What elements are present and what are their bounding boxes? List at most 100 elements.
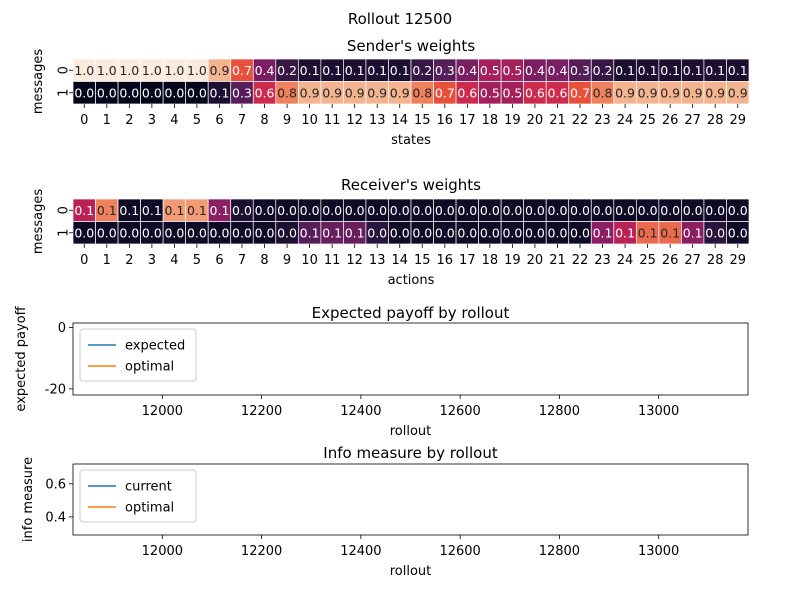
receiver-heatmap-cell-label: 0.1 xyxy=(615,225,635,240)
sender-y-axis-label: messages xyxy=(31,49,46,114)
sender-heatmap-cell-label: 0.0 xyxy=(187,85,207,100)
receiver-x-tick-label: 29 xyxy=(729,253,746,268)
sender-heatmap-cell-label: 0.3 xyxy=(435,63,455,78)
payoff-y-tick-label: -20 xyxy=(45,382,66,397)
receiver-heatmap-cell-label: 0.0 xyxy=(480,203,500,218)
receiver-x-tick-label: 0 xyxy=(80,253,88,268)
payoff-x-tick-label: 13000 xyxy=(638,404,679,419)
sender-heatmap-cell-label: 0.0 xyxy=(119,85,139,100)
receiver-x-axis-label: actions xyxy=(388,273,435,288)
receiver-heatmap-cell-label: 0.0 xyxy=(570,203,590,218)
sender-heatmap-cell-label: 0.9 xyxy=(322,85,342,100)
receiver-heatmap-cell-label: 0.0 xyxy=(705,225,725,240)
sender-heatmap-cell-label: 0.6 xyxy=(525,85,545,100)
sender-x-tick-label: 23 xyxy=(594,113,611,128)
sender-heatmap-cell-label: 0.2 xyxy=(277,63,297,78)
sender-heatmap-cell-label: 1.0 xyxy=(142,63,162,78)
receiver-heatmap-cell-label: 0.0 xyxy=(705,203,725,218)
sender-heatmap-cell-label: 0.9 xyxy=(345,85,365,100)
sender-x-tick-label: 8 xyxy=(260,113,268,128)
receiver-heatmap-cell-label: 0.0 xyxy=(277,225,297,240)
receiver-heatmap-cell-label: 0.0 xyxy=(502,225,522,240)
info-x-tick-label: 12800 xyxy=(539,544,580,559)
receiver-x-tick-label: 7 xyxy=(238,253,246,268)
sender-heatmap-cell-label: 0.8 xyxy=(593,85,613,100)
receiver-x-tick-label: 19 xyxy=(504,253,521,268)
receiver-heatmap-cell-label: 0.1 xyxy=(660,225,680,240)
info-x-tick-label: 12200 xyxy=(241,544,282,559)
receiver-x-tick-label: 17 xyxy=(459,253,476,268)
sender-heatmap-cell-label: 0.9 xyxy=(210,63,230,78)
sender-x-tick-label: 26 xyxy=(662,113,679,128)
sender-x-tick-label: 3 xyxy=(148,113,156,128)
receiver-heatmap-cell-label: 0.1 xyxy=(683,225,703,240)
receiver-x-tick-label: 5 xyxy=(193,253,201,268)
receiver-heatmap-cell-label: 0.0 xyxy=(412,203,432,218)
receiver-x-tick-label: 22 xyxy=(572,253,589,268)
receiver-heatmap-cell-label: 0.0 xyxy=(187,225,207,240)
receiver-heatmap-cell-label: 0.0 xyxy=(232,225,252,240)
receiver-heatmap-cell-label: 0.1 xyxy=(97,203,117,218)
sender-heatmap-cell-label: 0.5 xyxy=(480,85,500,100)
receiver-heatmap-cell-label: 0.0 xyxy=(345,203,365,218)
sender-heatmap-cell-label: 0.9 xyxy=(728,85,748,100)
receiver-x-tick-label: 24 xyxy=(617,253,634,268)
sender-heatmap-cell-label: 1.0 xyxy=(187,63,207,78)
sender-heatmap-cell-label: 0.0 xyxy=(164,85,184,100)
receiver-heatmap-cell-label: 0.0 xyxy=(525,203,545,218)
sender-heatmap-cell-label: 0.6 xyxy=(457,85,477,100)
receiver-heatmap-cell-label: 0.0 xyxy=(97,225,117,240)
sender-heatmap-cell-label: 0.6 xyxy=(255,85,275,100)
receiver-x-tick-label: 14 xyxy=(391,253,408,268)
sender-heatmap-cell-label: 0.1 xyxy=(638,63,658,78)
receiver-heatmap-cell-label: 0.0 xyxy=(435,203,455,218)
info-legend-box xyxy=(79,469,197,523)
payoff-legend-box xyxy=(79,328,197,382)
info-x-tick-label: 12400 xyxy=(340,544,381,559)
receiver-heatmap-cell-label: 0.1 xyxy=(300,225,320,240)
sender-x-tick-label: 21 xyxy=(549,113,566,128)
receiver-heatmap-cell-label: 0.1 xyxy=(638,225,658,240)
payoff-plot-frame xyxy=(72,322,749,396)
receiver-heatmap-cell-label: 0.0 xyxy=(502,203,522,218)
receiver-heatmap-cell-label: 0.0 xyxy=(615,203,635,218)
sender-heatmap-cell-label: 1.0 xyxy=(74,63,94,78)
receiver-x-tick-label: 20 xyxy=(527,253,544,268)
sender-x-tick-label: 2 xyxy=(125,113,133,128)
receiver-x-tick-label: 12 xyxy=(346,253,363,268)
sender-x-tick-label: 11 xyxy=(324,113,341,128)
receiver-heatmap-cell-label: 0.0 xyxy=(277,203,297,218)
sender-x-tick-label: 1 xyxy=(103,113,111,128)
receiver-x-tick-label: 8 xyxy=(260,253,268,268)
sender-heatmap-cell-label: 0.5 xyxy=(480,63,500,78)
sender-heatmap-cell-label: 0.8 xyxy=(412,85,432,100)
sender-heatmap-cell-label: 0.9 xyxy=(683,85,703,100)
sender-heatmap-cell-label: 0.9 xyxy=(367,85,387,100)
sender-heatmap-cell-label: 0.1 xyxy=(660,63,680,78)
sender-x-tick-label: 16 xyxy=(437,113,454,128)
receiver-heatmap-cell-label: 0.0 xyxy=(593,203,613,218)
sender-x-tick-label: 14 xyxy=(391,113,408,128)
sender-heatmap-cell-label: 0.9 xyxy=(638,85,658,100)
payoff-y-axis-label: expected payoff xyxy=(14,305,29,411)
receiver-heatmap-cell-label: 0.0 xyxy=(480,225,500,240)
receiver-heatmap-cell-label: 0.0 xyxy=(390,225,410,240)
sender-heatmap-cell-label: 0.2 xyxy=(412,63,432,78)
receiver-heatmap-cell-label: 0.0 xyxy=(390,203,410,218)
receiver-x-tick-label: 27 xyxy=(684,253,701,268)
payoff-x-tick-label: 12400 xyxy=(340,404,381,419)
receiver-y-axis-label: messages xyxy=(31,189,46,254)
sender-heatmap-cell-label: 0.1 xyxy=(322,63,342,78)
sender-heatmap-cell-label: 0.5 xyxy=(502,85,522,100)
payoff-legend-label: optimal xyxy=(125,360,174,375)
sender-heatmap-cell-label: 0.4 xyxy=(548,63,568,78)
sender-x-tick-label: 7 xyxy=(238,113,246,128)
sender-heatmap-cell-label: 0.9 xyxy=(705,85,725,100)
sender-heatmap-cell-label: 0.7 xyxy=(435,85,455,100)
receiver-heatmap-cell-label: 0.0 xyxy=(660,203,680,218)
sender-x-tick-label: 0 xyxy=(80,113,88,128)
sender-x-tick-label: 17 xyxy=(459,113,476,128)
sender-x-tick-label: 9 xyxy=(283,113,291,128)
receiver-heatmap-cell-label: 0.1 xyxy=(345,225,365,240)
receiver-x-tick-label: 18 xyxy=(482,253,499,268)
